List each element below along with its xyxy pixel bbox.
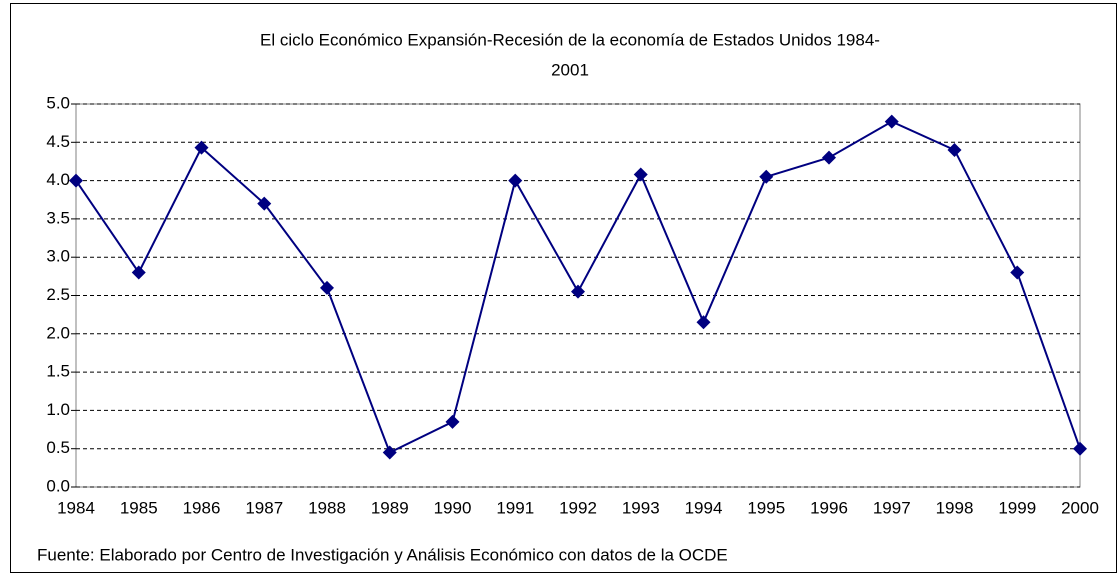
x-tick-label: 1991 xyxy=(496,498,534,517)
data-point xyxy=(696,315,711,330)
y-tick-label: 4.5 xyxy=(46,132,70,151)
y-tick-label: 4.0 xyxy=(46,170,70,189)
x-tick-label: 2000 xyxy=(1061,498,1099,517)
x-tick-label: 1992 xyxy=(559,498,597,517)
y-tick-label: 2.0 xyxy=(46,323,70,342)
x-tick-label: 1999 xyxy=(998,498,1036,517)
data-point xyxy=(1010,265,1025,280)
chart-title: 2001 xyxy=(551,60,589,79)
y-tick-label: 0.0 xyxy=(46,476,70,495)
data-point xyxy=(508,173,523,188)
x-tick-label: 1986 xyxy=(183,498,221,517)
y-tick-label: 3.5 xyxy=(46,208,70,227)
x-tick-label: 1987 xyxy=(245,498,283,517)
y-tick-label: 1.0 xyxy=(46,400,70,419)
data-point xyxy=(194,140,209,155)
y-tick-label: 1.5 xyxy=(46,362,70,381)
data-point xyxy=(382,445,397,460)
data-point xyxy=(445,414,460,429)
y-tick-label: 3.0 xyxy=(46,247,70,266)
x-tick-label: 1988 xyxy=(308,498,346,517)
x-tick-label: 1998 xyxy=(936,498,974,517)
x-tick-label: 1993 xyxy=(622,498,660,517)
data-point xyxy=(257,196,272,211)
chart-title: El ciclo Económico Expansión-Recesión de… xyxy=(260,30,880,49)
source-note: Fuente: Elaborado por Centro de Investig… xyxy=(37,545,728,564)
data-point xyxy=(1073,441,1087,456)
data-point xyxy=(131,265,146,280)
x-tick-label: 1990 xyxy=(434,498,472,517)
x-tick-label: 1996 xyxy=(810,498,848,517)
x-tick-label: 1994 xyxy=(685,498,723,517)
data-point xyxy=(822,150,836,165)
x-tick-label: 1985 xyxy=(120,498,158,517)
data-point xyxy=(571,284,585,299)
data-point xyxy=(320,280,334,295)
y-tick-label: 5.0 xyxy=(46,93,70,112)
x-tick-label: 1995 xyxy=(747,498,785,517)
chart-frame xyxy=(10,3,1117,573)
data-point xyxy=(633,167,648,182)
data-point xyxy=(884,114,899,129)
data-point xyxy=(69,173,83,188)
data-point xyxy=(947,142,962,157)
x-tick-label: 1984 xyxy=(57,498,95,517)
y-tick-label: 2.5 xyxy=(46,285,70,304)
data-point xyxy=(759,169,774,184)
x-tick-label: 1989 xyxy=(371,498,409,517)
y-tick-label: 0.5 xyxy=(46,438,70,457)
x-tick-label: 1997 xyxy=(873,498,911,517)
